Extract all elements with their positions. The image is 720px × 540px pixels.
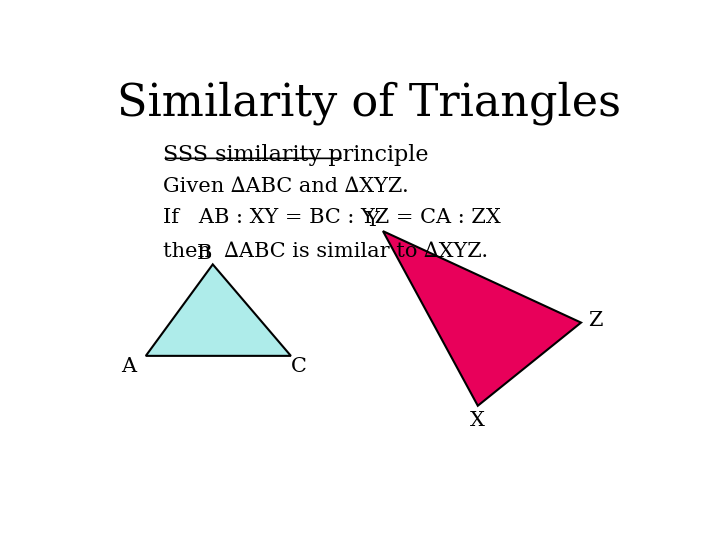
- Text: then  ∆ABC is similar to ∆XYZ.: then ∆ABC is similar to ∆XYZ.: [163, 241, 487, 260]
- Polygon shape: [383, 231, 581, 406]
- Text: C: C: [292, 357, 307, 376]
- Text: X: X: [470, 411, 485, 430]
- Text: If   AB : XY = BC : YZ = CA : ZX: If AB : XY = BC : YZ = CA : ZX: [163, 208, 500, 227]
- Polygon shape: [145, 265, 291, 356]
- Text: Z: Z: [588, 311, 602, 330]
- Text: B: B: [197, 245, 212, 264]
- Text: Given ∆ABC and ∆XYZ.: Given ∆ABC and ∆XYZ.: [163, 177, 408, 196]
- Text: SSS similarity principle: SSS similarity principle: [163, 144, 428, 166]
- Text: Y: Y: [365, 211, 379, 230]
- Text: Similarity of Triangles: Similarity of Triangles: [117, 82, 621, 125]
- Text: A: A: [122, 357, 137, 376]
